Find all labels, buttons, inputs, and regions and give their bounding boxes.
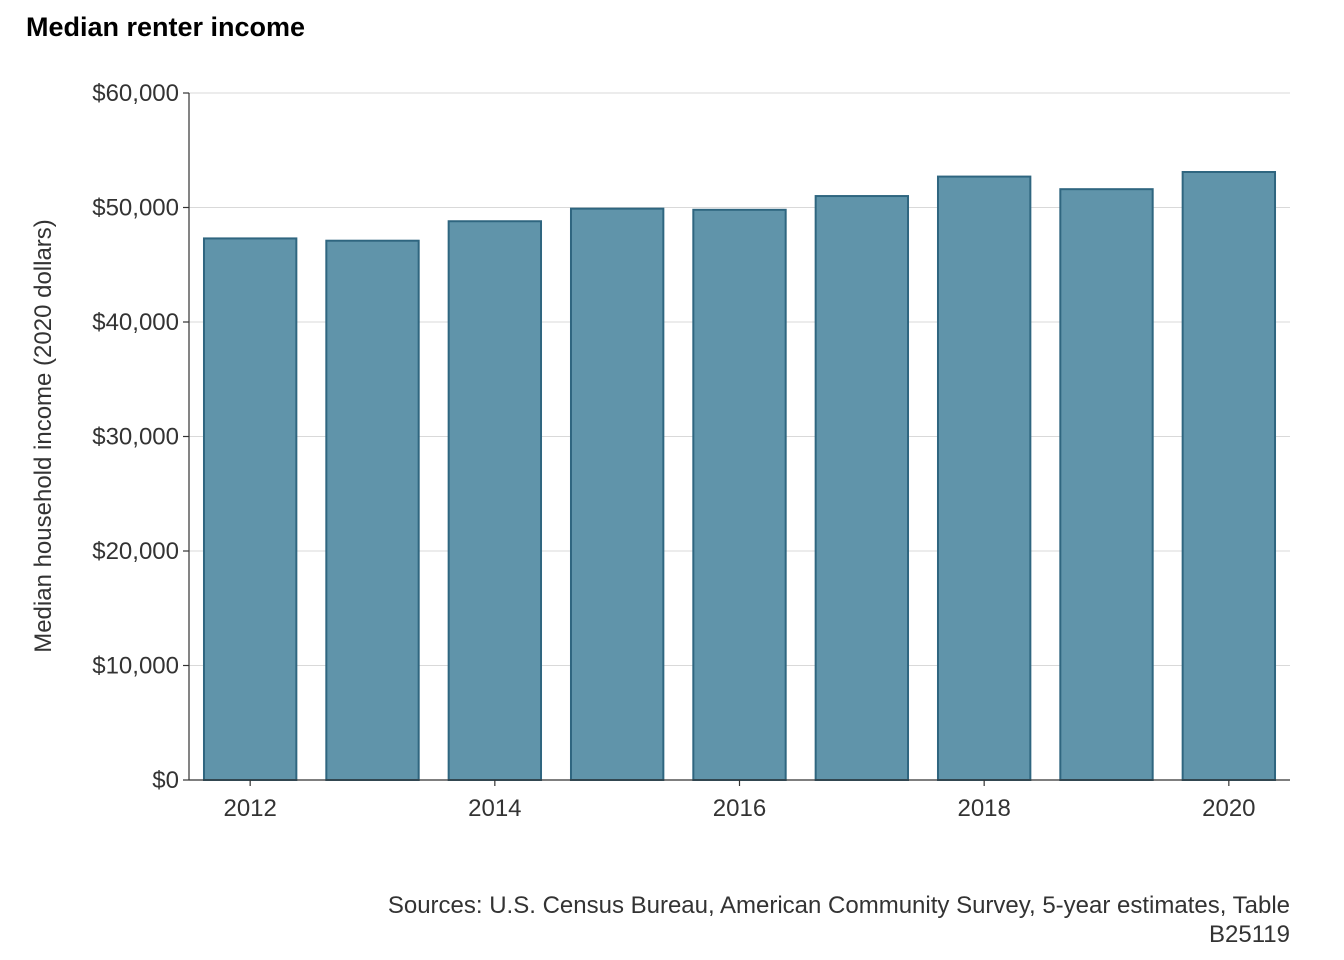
bar-2016 (692, 208, 787, 782)
bar-2012 (202, 237, 298, 782)
y-tick-label-2: $20,000 (92, 538, 179, 565)
x-tick-labels: 2012 2014 2016 2018 2020 (223, 795, 1255, 822)
x-tick-label-2020: 2020 (1202, 795, 1255, 822)
axes (183, 92, 1290, 786)
x-tick-label-2016: 2016 (713, 795, 766, 822)
y-tick-label-3: $30,000 (92, 424, 179, 451)
bar-2018 (936, 175, 1032, 781)
bar-2019 (1059, 188, 1154, 781)
y-tick-label-4: $40,000 (92, 309, 179, 336)
caption-line-2: B25119 (1209, 921, 1290, 948)
y-tick-label-1: $10,000 (92, 653, 179, 680)
bars (202, 171, 1277, 782)
bar-2017 (814, 195, 910, 782)
x-tick-label-2018: 2018 (957, 795, 1010, 822)
source-caption: Sources: U.S. Census Bureau, American Co… (190, 891, 1290, 949)
caption-line-1: Sources: U.S. Census Bureau, American Co… (387, 892, 1290, 919)
x-tick-label-2012: 2012 (223, 795, 276, 822)
y-tick-labels: $0 $10,000 $20,000 $30,000 $40,000 $50,000 $60… (92, 80, 179, 794)
bar-2014 (447, 220, 543, 782)
bar-2013 (325, 239, 420, 781)
bar-2020 (1181, 171, 1277, 781)
chart-title: Median renter income (26, 12, 306, 42)
y-tick-label-5: $50,000 (92, 195, 179, 222)
y-tick-label-0: $0 (152, 767, 179, 794)
y-tick-label-6: $60,000 (92, 80, 179, 107)
bar-2015 (569, 207, 665, 781)
x-tick-label-2014: 2014 (468, 795, 521, 822)
y-axis-title: Median household income (2020 dollars) (30, 219, 57, 653)
